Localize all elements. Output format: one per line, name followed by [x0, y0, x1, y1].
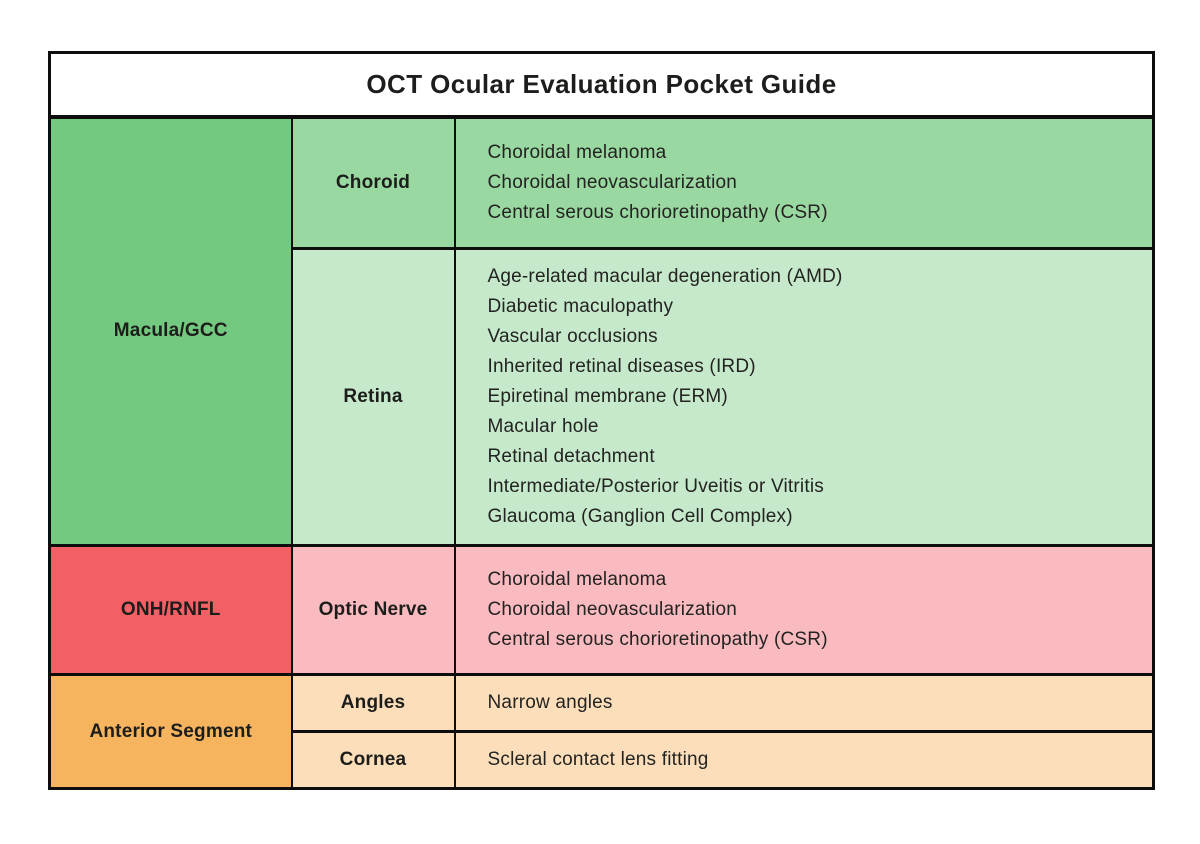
finding-item: Intermediate/Posterior Uveitis or Vitrit… [487, 476, 824, 497]
structure-label-optic-nerve: Optic Nerve [290, 544, 456, 676]
finding-item: Choroidal neovascularization [487, 599, 738, 620]
structure-label-retina: Retina [290, 247, 456, 547]
table-row-retina: Retina Age-related macular degeneration … [50, 247, 1155, 547]
oct-guide-table: OCT Ocular Evaluation Pocket Guide Macul… [48, 51, 1155, 790]
structure-label-choroid: Choroid [290, 115, 456, 250]
finding-item: Central serous chorioretinopathy (CSR) [487, 629, 828, 650]
page-title: OCT Ocular Evaluation Pocket Guide [48, 51, 1155, 119]
finding-item: Glaucoma (Ganglion Cell Complex) [487, 506, 793, 527]
findings-list-angles: Narrow angles [453, 673, 1155, 733]
finding-item: Vascular occlusions [487, 326, 658, 347]
finding-item: Macular hole [487, 416, 599, 437]
title-row: OCT Ocular Evaluation Pocket Guide [48, 51, 1155, 119]
findings-list-cornea: Scleral contact lens fitting [453, 730, 1155, 790]
finding-item: Central serous chorioretinopathy (CSR) [487, 201, 828, 223]
structure-label-cornea: Cornea [290, 730, 456, 790]
table-row-angles: Anterior Segment Angles Narrow angles [48, 673, 1155, 790]
finding-item: Retinal detachment [487, 446, 655, 467]
finding-item: Choroidal neovascularization [487, 171, 738, 193]
structure-label-angles: Angles [290, 673, 456, 733]
table-row-cornea: Cornea Scleral contact lens fitting [50, 730, 1155, 790]
findings-list-choroid: Choroidal melanoma Choroidal neovasculari… [453, 115, 1155, 250]
scan-label-onh-rnfl: ONH/RNFL [48, 544, 293, 676]
finding-item: Choroidal melanoma [487, 569, 667, 590]
scan-label-macula-gcc: Macula/GCC [48, 115, 293, 547]
finding-item: Choroidal melanoma [487, 141, 667, 163]
findings-list-optic-nerve: Choroidal melanoma Choroidal neovasculari… [453, 544, 1155, 676]
findings-list-retina: Age-related macular degeneration (AMD) Di… [453, 247, 1155, 547]
scan-label-anterior-segment: Anterior Segment [48, 673, 293, 790]
finding-item: Epiretinal membrane (ERM) [487, 386, 728, 407]
finding-item: Diabetic maculopathy [487, 296, 674, 317]
table-row-choroid: Macula/GCC Choroid Choroidal melanoma Cho… [48, 115, 1155, 547]
table-row-optic-nerve: ONH/RNFL Optic Nerve Choroidal melanoma C… [48, 544, 1155, 676]
finding-item: Narrow angles [487, 692, 613, 713]
finding-item: Age-related macular degeneration (AMD) [487, 266, 843, 287]
finding-item: Inherited retinal diseases (IRD) [487, 356, 756, 377]
finding-item: Scleral contact lens fitting [487, 749, 709, 770]
